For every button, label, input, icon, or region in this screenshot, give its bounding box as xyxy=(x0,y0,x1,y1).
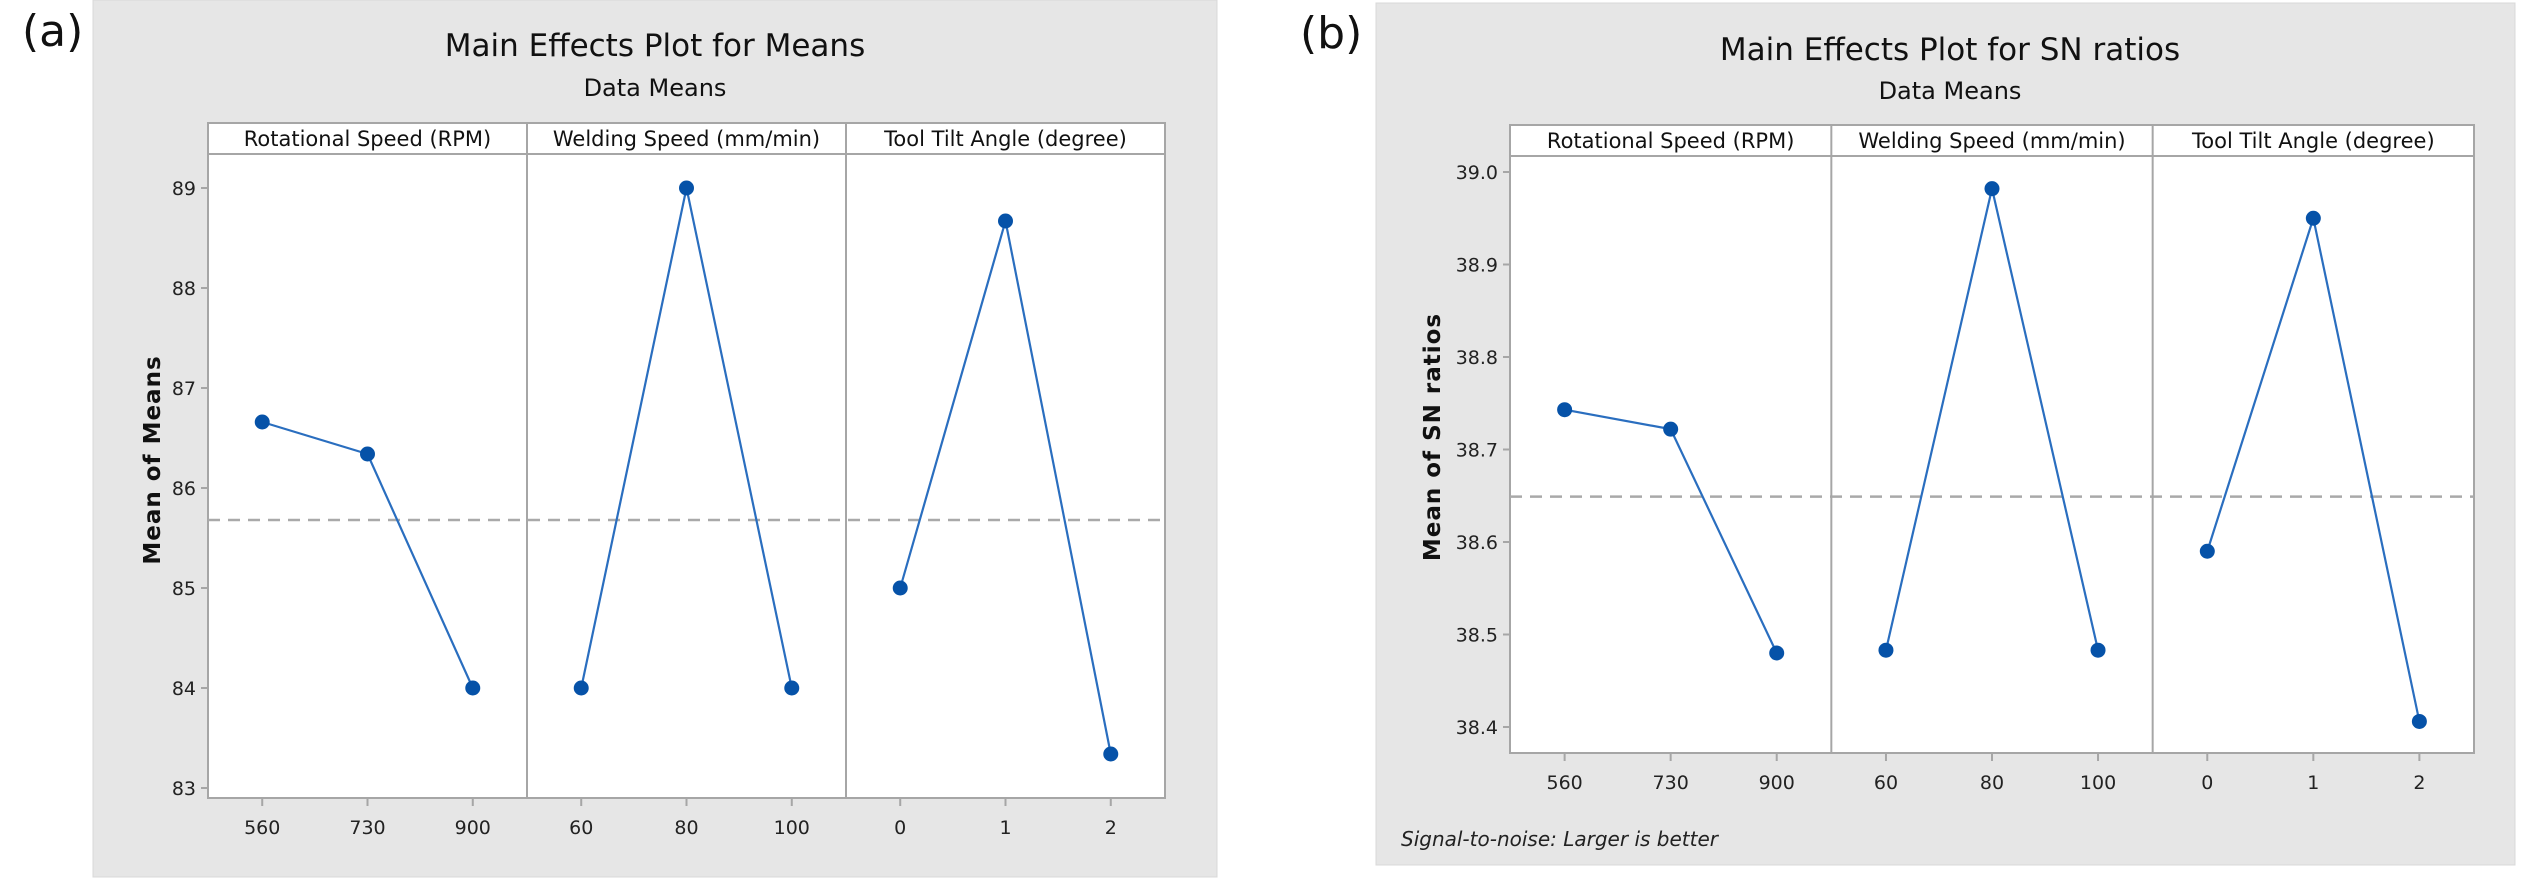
x-tick-label: 2 xyxy=(1105,817,1117,839)
x-tick-label: 80 xyxy=(674,817,698,839)
data-point xyxy=(2411,713,2427,729)
x-tick-label: 730 xyxy=(1653,772,1689,794)
data-point xyxy=(254,414,270,430)
y-tick-label: 87 xyxy=(172,378,196,400)
facet-3: Tool Tilt Angle (degree) 0 1 2 xyxy=(2151,125,2435,794)
x-tick-label: 900 xyxy=(455,817,491,839)
data-point xyxy=(2090,642,2106,658)
y-tick-label: 38.5 xyxy=(1456,625,1498,647)
y-tick-label: 89 xyxy=(172,178,196,200)
facet-1: Rotational Speed (RPM) 560 730 900 xyxy=(1546,129,1794,794)
chart-title: Main Effects Plot for Means xyxy=(445,28,865,64)
chart-subtitle: Data Means xyxy=(1879,77,2022,105)
data-point xyxy=(1663,421,1679,437)
data-point xyxy=(573,680,589,696)
y-tick-label: 38.9 xyxy=(1456,255,1498,277)
x-tick-label: 100 xyxy=(774,817,810,839)
data-point xyxy=(1557,402,1573,418)
chart-title: Main Effects Plot for SN ratios xyxy=(1720,32,2180,68)
chart-subtitle: Data Means xyxy=(584,74,727,102)
data-point xyxy=(2199,543,2215,559)
y-tick-label: 85 xyxy=(172,578,196,600)
x-tick-label: 900 xyxy=(1759,772,1795,794)
data-point xyxy=(465,680,481,696)
y-tick-label: 39.0 xyxy=(1456,162,1498,184)
y-tick-label: 38.6 xyxy=(1456,532,1498,554)
facet-2: Welding Speed (mm/min) 60 80 100 xyxy=(1830,125,2126,794)
chart-panel-a: Main Effects Plot for Means Data Means 83 8… xyxy=(92,0,1218,878)
x-tick-label: 60 xyxy=(1874,772,1898,794)
y-tick-label: 38.7 xyxy=(1456,440,1498,462)
data-point xyxy=(1103,746,1119,762)
x-tick-label: 730 xyxy=(349,817,385,839)
plot-area xyxy=(1509,124,2475,754)
data-point xyxy=(360,446,375,462)
x-tick-label: 60 xyxy=(569,817,593,839)
data-point xyxy=(892,580,908,596)
x-tick-label: 1 xyxy=(2307,772,2319,794)
y-tick-label: 38.8 xyxy=(1456,347,1498,369)
panel-label-a: (a) xyxy=(22,6,84,57)
x-tick-label: 560 xyxy=(1546,772,1582,794)
footnote: Signal-to-noise: Larger is better xyxy=(1401,827,1720,851)
facet-2: Welding Speed (mm/min) 60 80 100 xyxy=(526,123,820,839)
x-tick-label: 100 xyxy=(2080,772,2116,794)
x-tick-label: 0 xyxy=(894,817,906,839)
data-point xyxy=(679,180,694,196)
facet-3: Tool Tilt Angle (degree) 0 1 2 xyxy=(845,123,1127,839)
facet-1: Rotational Speed (RPM) 560 730 900 xyxy=(244,127,491,839)
y-tick-label: 83 xyxy=(172,778,196,800)
data-point xyxy=(1878,642,1894,658)
x-tick-label: 560 xyxy=(244,817,280,839)
data-point xyxy=(1769,645,1785,661)
chart-panel-b: Main Effects Plot for SN ratios Data Mean… xyxy=(1375,2,2516,866)
y-axis-label: Mean of SN ratios xyxy=(1420,313,1446,561)
plot-area xyxy=(207,122,1166,799)
facet-label: Tool Tilt Angle (degree) xyxy=(883,127,1127,151)
x-tick-label: 80 xyxy=(1980,772,2004,794)
facet-label: Rotational Speed (RPM) xyxy=(244,127,491,151)
y-tick-label: 88 xyxy=(172,278,196,300)
data-point xyxy=(1984,181,2000,197)
x-tick-label: 0 xyxy=(2201,772,2213,794)
y-tick-label: 86 xyxy=(172,478,196,500)
facet-label: Rotational Speed (RPM) xyxy=(1547,129,1794,153)
data-point xyxy=(2305,210,2321,226)
y-tick-label: 84 xyxy=(172,678,196,700)
facet-label: Welding Speed (mm/min) xyxy=(1858,129,2125,153)
data-point xyxy=(998,213,1013,229)
facet-label: Welding Speed (mm/min) xyxy=(553,127,820,151)
data-point xyxy=(784,680,800,696)
y-axis-label: Mean of Means xyxy=(140,355,166,564)
y-tick-label: 38.4 xyxy=(1456,717,1498,739)
facet-label: Tool Tilt Angle (degree) xyxy=(2191,129,2435,153)
x-tick-label: 2 xyxy=(2413,772,2425,794)
panel-label-b: (b) xyxy=(1300,8,1363,59)
x-tick-label: 1 xyxy=(999,817,1011,839)
